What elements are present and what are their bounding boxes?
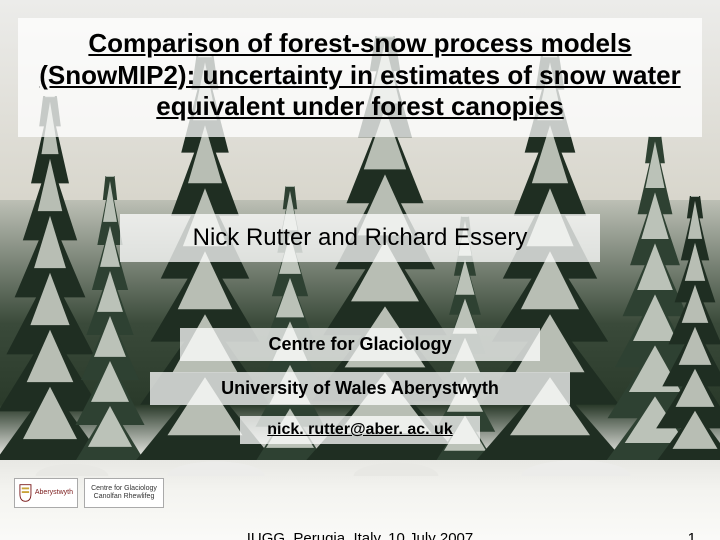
- shield-icon: [19, 483, 32, 503]
- conifer-tree: [650, 196, 720, 480]
- footer-page-number: 1: [688, 530, 696, 540]
- logo-label: Aberystwyth: [35, 489, 73, 497]
- logo-strip: Aberystwyth Centre for Glaciology Canolf…: [14, 478, 164, 508]
- aberystwyth-logo: Aberystwyth: [14, 478, 78, 508]
- university-affiliation: University of Wales Aberystwyth: [150, 372, 570, 405]
- logo-label: Centre for Glaciology Canolfan Rhewlifeg: [91, 485, 157, 500]
- footer-venue: IUGG, Perugia, Italy, 10 July 2007: [0, 530, 720, 540]
- glaciology-centre-logo: Centre for Glaciology Canolfan Rhewlifeg: [84, 478, 164, 508]
- slide-title: Comparison of forest-snow process models…: [18, 18, 702, 137]
- slide: Comparison of forest-snow process models…: [0, 0, 720, 540]
- centre-affiliation: Centre for Glaciology: [180, 328, 540, 361]
- authors: Nick Rutter and Richard Essery: [120, 214, 600, 262]
- contact-email: nick. rutter@aber. ac. uk: [240, 416, 480, 444]
